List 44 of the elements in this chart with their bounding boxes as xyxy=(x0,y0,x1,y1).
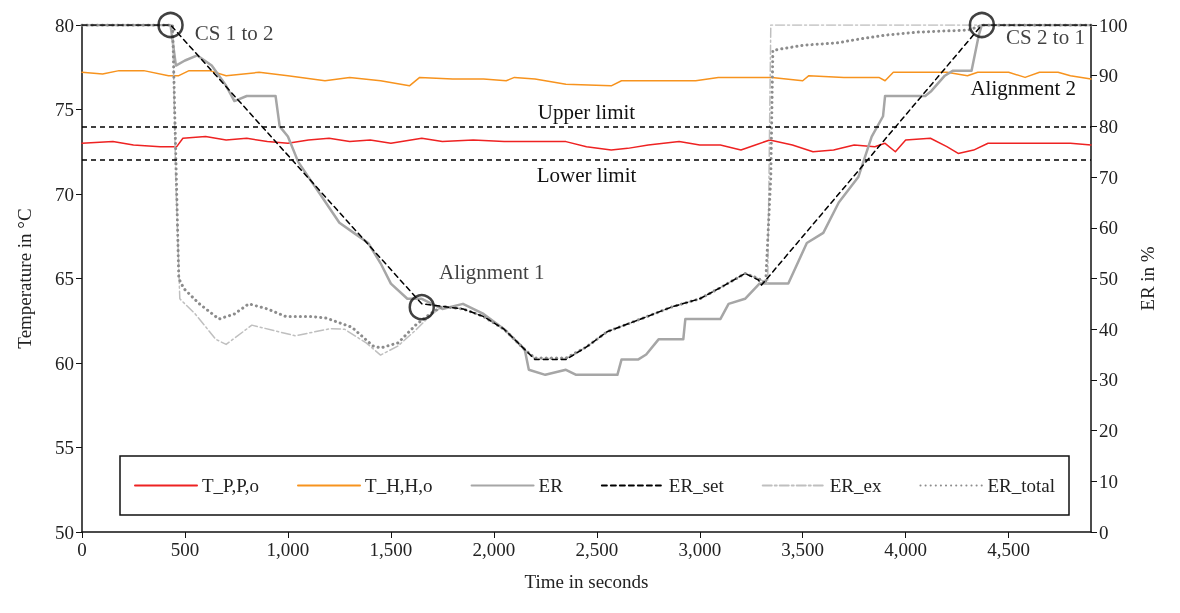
x-tick-label: 3,000 xyxy=(678,539,722,560)
x-tick-label: 0 xyxy=(77,539,87,560)
legend-label: ER_ex xyxy=(829,475,882,496)
y-tick-label: 65 xyxy=(55,268,74,289)
y-axis-title: Temperature in °C xyxy=(14,208,35,349)
x-tick-label: 1,000 xyxy=(266,539,310,560)
annotation: Alignment 1 xyxy=(438,260,545,285)
legend-label: ER xyxy=(538,475,564,496)
x-axis-title: Time in seconds xyxy=(524,571,649,592)
line-series xyxy=(81,135,1092,155)
x-tick-label: 2,000 xyxy=(472,539,516,560)
y2-tick-label: 70 xyxy=(1099,166,1118,188)
y2-tick-label: 90 xyxy=(1099,65,1118,87)
y2-tick-label: 100 xyxy=(1099,14,1128,36)
y2-tick-label: 10 xyxy=(1099,470,1118,492)
y2-tick-label: 80 xyxy=(1099,115,1118,137)
y2-tick-label: 50 xyxy=(1099,268,1118,289)
annotation: CS 2 to 1 xyxy=(1006,25,1085,49)
x-tick-label: 2,500 xyxy=(575,539,619,560)
x-tick-label: 4,500 xyxy=(987,539,1031,560)
ref-line-label: Upper limit xyxy=(537,99,636,124)
legend-label: T_P,P,o xyxy=(202,475,260,496)
legend-label: T_H,H,o xyxy=(365,475,433,496)
y-tick-label: 50 xyxy=(55,521,74,543)
y-tick-label: 75 xyxy=(55,99,74,120)
x-tick-label: 3,500 xyxy=(781,539,825,560)
ref-line-label: Lower limit xyxy=(536,162,637,187)
annotation: Alignment 2 xyxy=(970,75,1076,100)
y2-tick-label: 60 xyxy=(1099,217,1118,239)
y2-axis-title: ER in % xyxy=(1137,246,1159,311)
x-tick-label: 4,000 xyxy=(884,539,928,560)
x-tick-label: 500 xyxy=(170,539,200,560)
legend-label: ER_total xyxy=(987,475,1056,496)
y2-tick-label: 40 xyxy=(1099,318,1118,340)
y2-tick-label: 20 xyxy=(1099,420,1118,442)
y-tick-label: 55 xyxy=(55,437,74,458)
y-tick-label: 80 xyxy=(55,14,74,36)
legend-label: ER_set xyxy=(668,475,725,496)
y2-tick-label: 0 xyxy=(1099,521,1109,543)
y-tick-label: 60 xyxy=(55,352,74,374)
y2-tick-label: 30 xyxy=(1099,369,1118,391)
annotation: CS 1 to 2 xyxy=(194,21,274,45)
y-tick-label: 70 xyxy=(55,183,74,205)
x-tick-label: 1,500 xyxy=(369,539,413,560)
